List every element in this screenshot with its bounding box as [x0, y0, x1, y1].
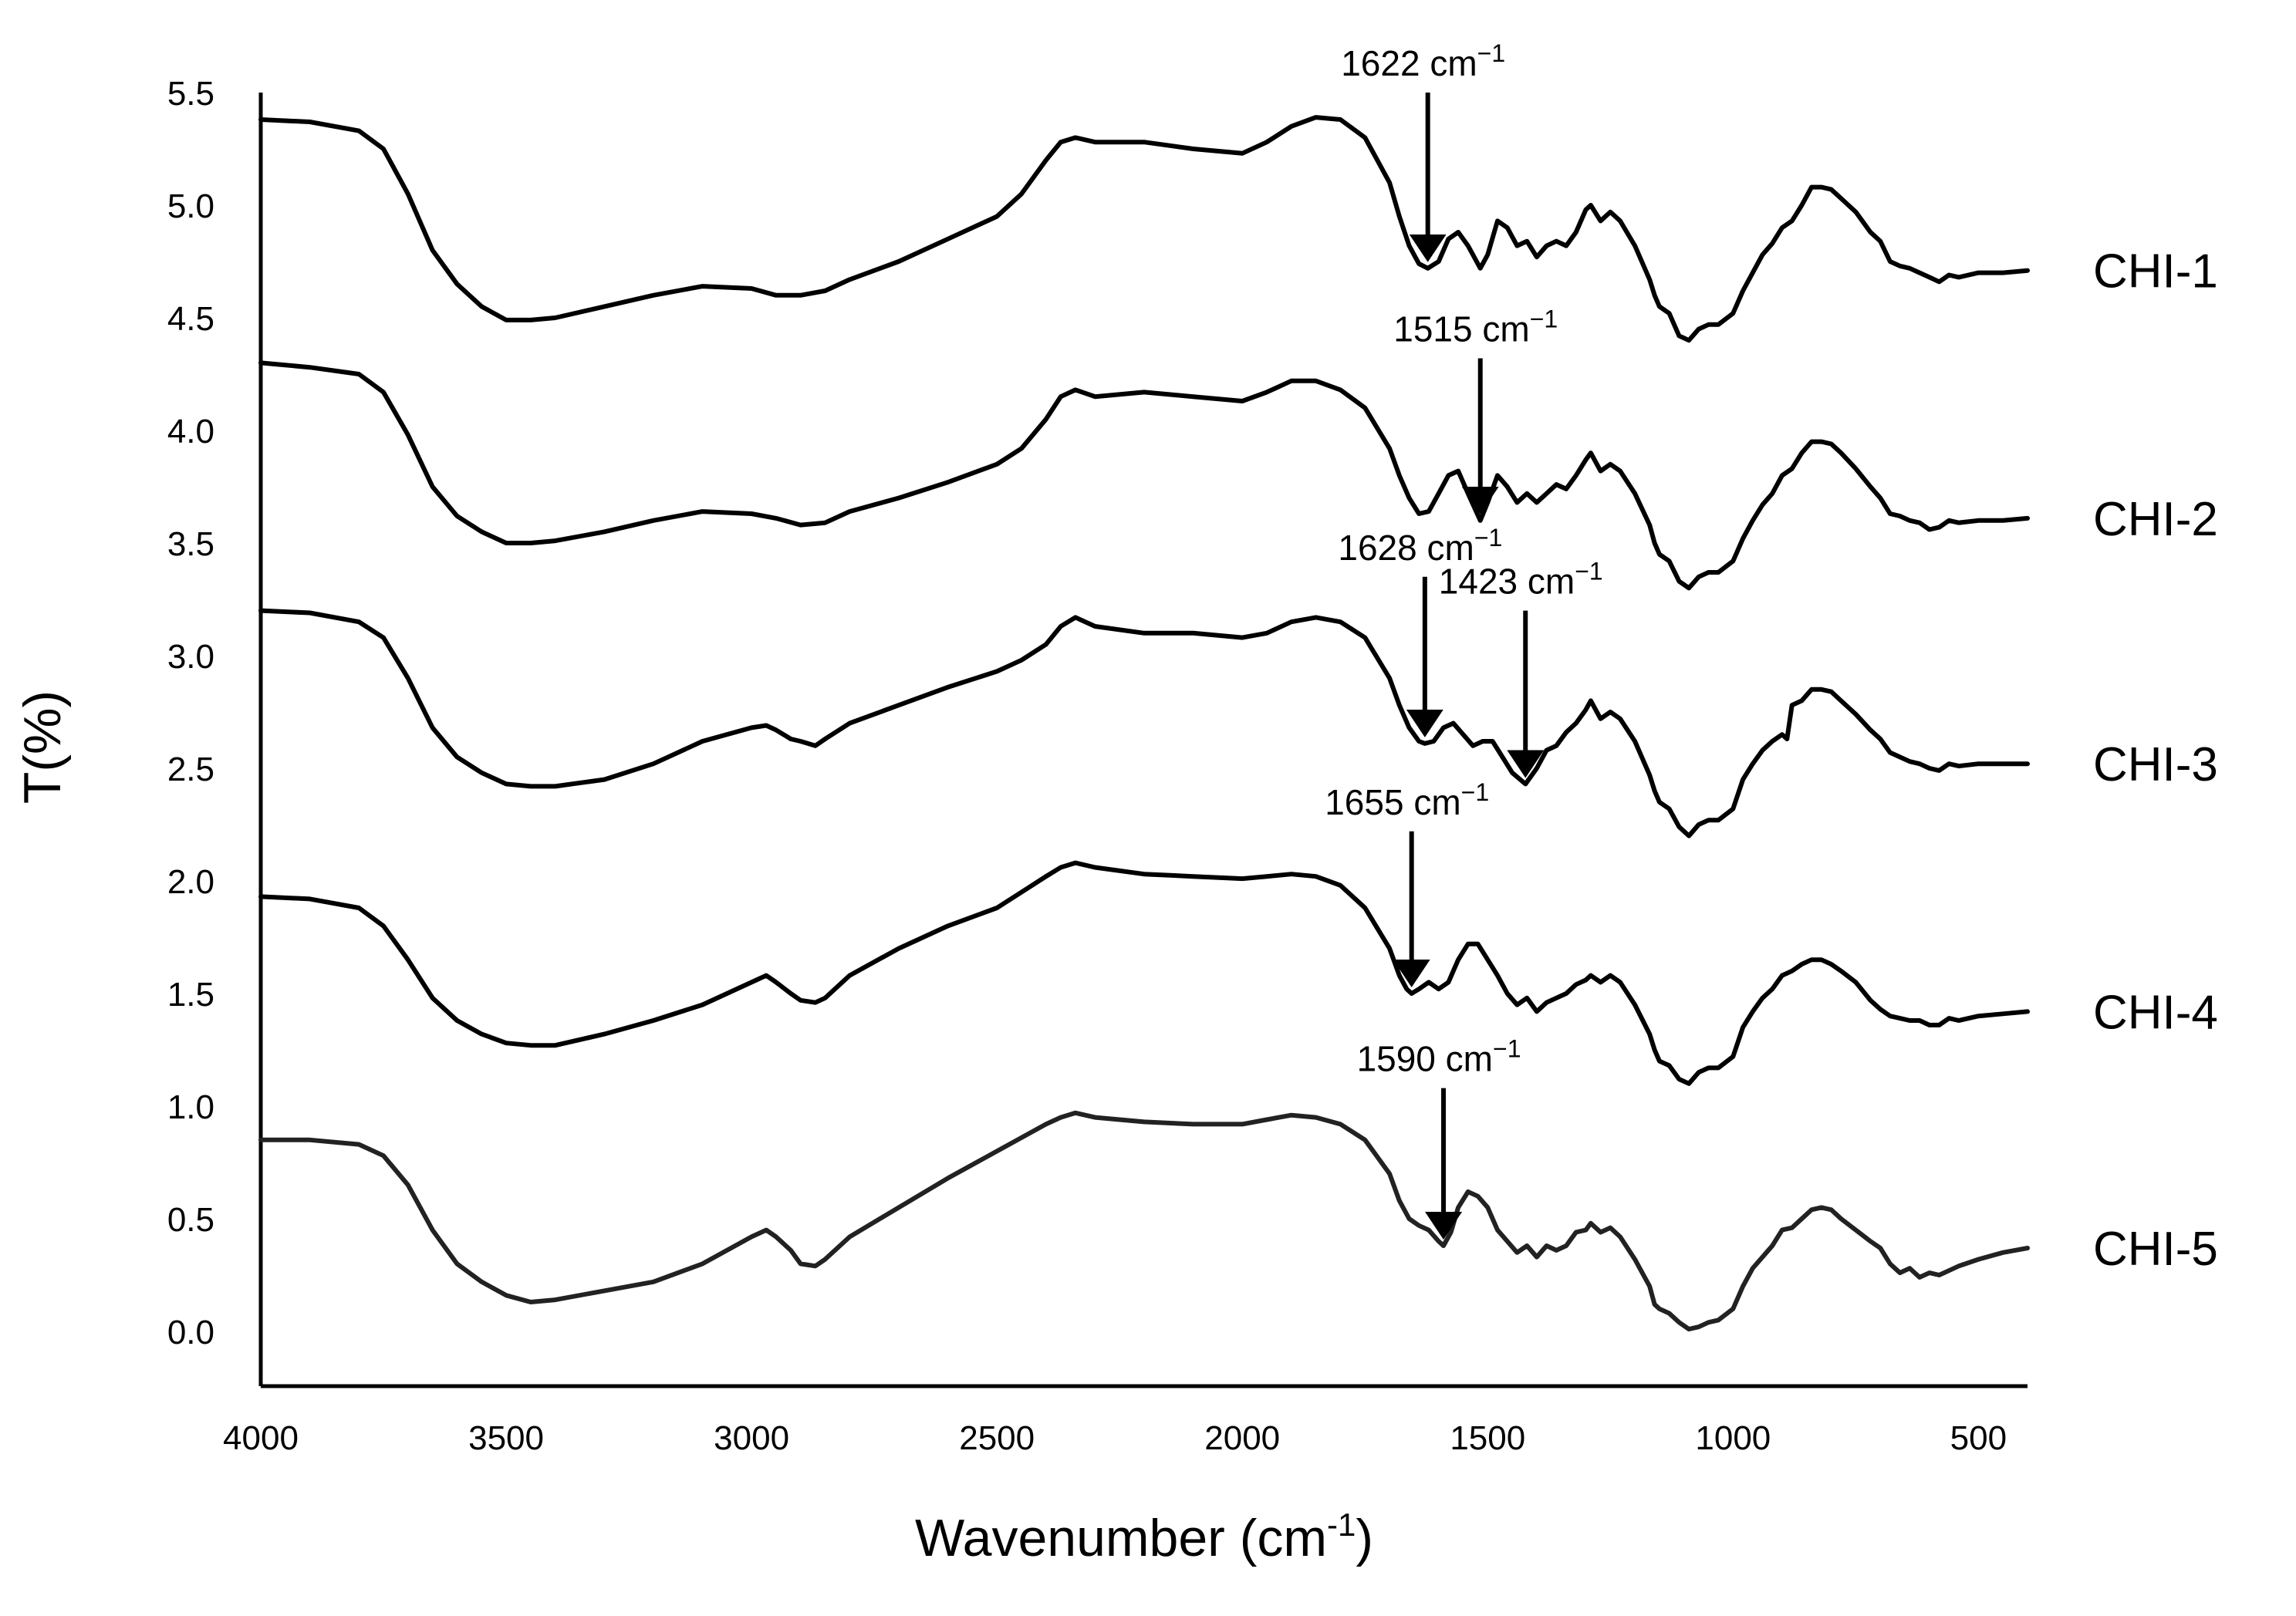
series-label-chi-2: CHI-2	[2093, 493, 2218, 546]
x-tick-label: 2000	[1204, 1419, 1280, 1457]
x-tick-label: 500	[1950, 1419, 2007, 1457]
y-tick-label: 4.5	[167, 300, 214, 338]
y-tick-label: 0.0	[167, 1314, 214, 1351]
y-tick-label: 3.0	[167, 638, 214, 676]
y-tick-label: 3.5	[167, 525, 214, 563]
y-tick-label: 5.0	[167, 187, 214, 225]
series-line-chi-5	[258, 1110, 2030, 1332]
series-label-chi-1: CHI-1	[2093, 245, 2218, 299]
y-tick-label: 0.5	[167, 1201, 214, 1239]
annotation-label: 1622 cm−1	[1341, 39, 1505, 83]
x-tick-label: 2500	[959, 1419, 1035, 1457]
axes	[258, 93, 2028, 1388]
series-lines	[258, 115, 2030, 1332]
series-line-chi-4	[258, 860, 2030, 1086]
x-axis-title: Wavenumber (cm-1)	[915, 1506, 1373, 1567]
annotation-label: 1590 cm−1	[1357, 1035, 1521, 1079]
series-line-chi-1	[258, 115, 2030, 343]
y-tick-label: 1.5	[167, 976, 214, 1014]
series-label-chi-3: CHI-3	[2093, 738, 2218, 791]
y-axis-title: T(%)	[13, 690, 72, 804]
annotation-label: 1655 cm−1	[1325, 778, 1489, 822]
annotation-label: 1423 cm−1	[1439, 558, 1603, 602]
y-tick-label: 2.0	[167, 863, 214, 901]
x-tick-label: 4000	[223, 1419, 299, 1457]
y-tick-label: 4.0	[167, 413, 214, 450]
x-tick-labels: 4000 3500 3000 2500 2000 1500 1000 500	[223, 1419, 2007, 1457]
series-line-chi-2	[258, 360, 2030, 591]
annotation-label: 1515 cm−1	[1393, 305, 1558, 349]
x-tick-label: 3000	[714, 1419, 789, 1457]
y-tick-label: 5.5	[167, 75, 214, 113]
series-labels: CHI-1 CHI-2 CHI-3 CHI-4 CHI-5	[2093, 245, 2218, 1276]
series-line-chi-3	[258, 608, 2030, 838]
y-tick-labels: 0.0 0.5 1.0 1.5 2.0 2.5 3.0 3.5 4.0 4.5 5.0 5.5	[167, 75, 214, 1351]
x-tick-label: 1000	[1695, 1419, 1771, 1457]
series-label-chi-5: CHI-5	[2093, 1223, 2218, 1276]
x-tick-label: 3500	[468, 1419, 544, 1457]
annotation-label: 1628 cm−1	[1338, 524, 1502, 568]
y-tick-label: 2.5	[167, 751, 214, 788]
series-label-chi-4: CHI-4	[2093, 986, 2218, 1039]
y-tick-label: 1.0	[167, 1088, 214, 1126]
x-tick-label: 1500	[1450, 1419, 1525, 1457]
